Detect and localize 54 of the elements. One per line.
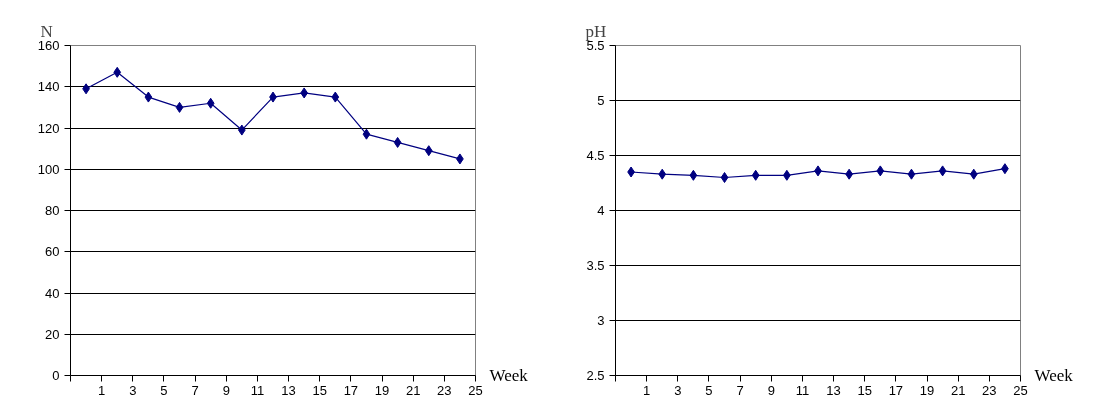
x-tick-label: 17: [888, 382, 904, 398]
x-tick-label: 15: [857, 382, 872, 398]
x-tick-label: 1: [98, 382, 106, 398]
y-axis-title: N: [40, 21, 53, 41]
y-tick-label: 3.5: [586, 258, 605, 273]
x-tick-label: 23: [982, 382, 997, 398]
point: [393, 136, 402, 148]
x-tick-label: 7: [191, 382, 199, 398]
y-tick-label: 5.5: [586, 38, 605, 53]
x-tick-label: 1: [643, 382, 651, 398]
x-tick-label: 7: [736, 382, 744, 398]
x-tick-label: 15: [312, 382, 327, 398]
y-tick-label: 3: [597, 313, 605, 328]
x-tick-label: 25: [1013, 382, 1028, 398]
y-tick-label: 120: [37, 120, 60, 136]
y-tick-label: 100: [37, 161, 60, 177]
x-tick-label: 3: [674, 382, 682, 398]
y-tick-label: 20: [45, 326, 60, 342]
x-tick-label: 11: [795, 382, 810, 398]
point: [424, 145, 433, 157]
x-tick-label: 5: [705, 382, 713, 398]
x-axis-title: Week: [1034, 366, 1074, 385]
y-tick-label: 0: [52, 368, 60, 383]
point: [175, 101, 184, 113]
point: [362, 128, 371, 140]
x-tick-label: 13: [826, 382, 841, 398]
y-tick-label: 140: [37, 79, 60, 95]
y-axis-title: pH: [585, 21, 607, 41]
point: [331, 91, 340, 103]
x-tick-label: 17: [343, 382, 359, 398]
x-tick-label: 23: [437, 382, 452, 398]
x-tick-label: 21: [950, 382, 966, 398]
y-tick-label: 80: [45, 203, 60, 218]
x-tick-label: 11: [250, 382, 265, 398]
y-tick-label: 60: [45, 244, 60, 260]
point: [206, 97, 215, 109]
x-tick-label: 19: [374, 382, 390, 398]
x-tick-label: 3: [129, 382, 137, 398]
y-tick-label: 160: [37, 38, 60, 53]
x-axis-title: Week: [489, 366, 529, 385]
x-tick-label: 9: [222, 382, 230, 398]
x-tick-label: 5: [160, 382, 168, 398]
y-tick-label: 4: [597, 203, 605, 218]
y-tick-label: 4.5: [586, 148, 605, 163]
y-tick-label: 40: [45, 285, 60, 301]
y-tick-label: 5: [597, 93, 605, 108]
point: [113, 66, 122, 78]
point: [144, 91, 153, 103]
x-tick-label: 13: [281, 382, 296, 398]
y-tick-label: 2.5: [586, 368, 605, 383]
x-tick-label: 19: [919, 382, 935, 398]
x-tick-label: 9: [767, 382, 775, 398]
x-tick-label: 25: [468, 382, 483, 398]
x-tick-label: 21: [405, 382, 421, 398]
